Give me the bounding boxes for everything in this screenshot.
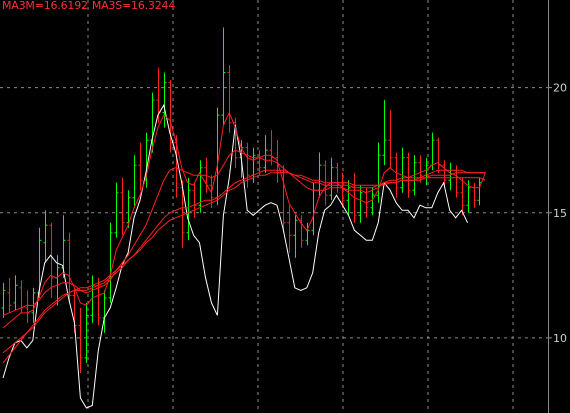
- ohlc-bar: [120, 177, 125, 236]
- ohlc-bar: [382, 100, 387, 166]
- ohlc-bar: [376, 142, 381, 203]
- ohlc-bar: [388, 110, 393, 168]
- ohlc-bar: [263, 135, 268, 173]
- ohlc-bar: [257, 150, 262, 176]
- ohlc-bar: [418, 155, 423, 183]
- ohlc-bar: [269, 130, 274, 166]
- legend: MA3M=16.6192 MA3S=16.3244: [2, 0, 179, 12]
- legend-ma3s: MA3S=16.3244: [91, 0, 176, 12]
- ohlc-bar: [406, 152, 411, 198]
- ohlc-bar: [436, 137, 441, 173]
- ohlc-bar: [221, 27, 226, 126]
- ohlc-bar: [49, 222, 54, 298]
- ohlc-bar: [192, 182, 197, 218]
- ohlc-bar: [162, 72, 167, 128]
- ohlc-bar: [448, 162, 453, 191]
- ohlc-bar: [299, 215, 304, 248]
- ohlc-bar: [168, 80, 173, 153]
- ohlc-bar: [1, 282, 6, 318]
- ohlc-bar: [126, 190, 131, 228]
- ohlc-bar: [25, 290, 30, 323]
- ohlc-bar: [329, 157, 334, 201]
- ohlc-bar: [132, 155, 137, 208]
- indicator-lines: [2, 103, 486, 409]
- ohlc-bar: [287, 205, 292, 253]
- ohlc-bar: [198, 160, 203, 213]
- ohlc-bar: [400, 147, 405, 193]
- ohlc-bar: [472, 182, 477, 208]
- ohlc-bar: [7, 277, 12, 313]
- ohlc-bar: [477, 177, 482, 206]
- ohlc-bar: [108, 222, 113, 303]
- ohlc-bar: [442, 160, 447, 188]
- ohlc-bars: [1, 27, 482, 373]
- ohlc-bar: [78, 307, 83, 373]
- ohlc-bar: [13, 275, 18, 311]
- ohlc-bar: [186, 177, 191, 241]
- grid-lines: [0, 0, 549, 413]
- ohlc-bar: [460, 177, 465, 216]
- ohlc-bar: [394, 152, 399, 198]
- indicator-line-1: [2, 111, 486, 329]
- ohlc-bar: [305, 222, 310, 246]
- ohlc-bar: [346, 180, 351, 216]
- y-tick-label: 20: [553, 82, 567, 95]
- ohlc-bar: [281, 165, 286, 233]
- ohlc-bar: [227, 65, 232, 133]
- ohlc-bar: [84, 302, 89, 363]
- indicator-line-2: [2, 149, 486, 316]
- ohlc-bar: [114, 182, 119, 238]
- ohlc-bar: [317, 152, 322, 198]
- y-tick-label: 10: [553, 332, 567, 345]
- ohlc-bar: [138, 142, 143, 191]
- legend-ma3m: MA3M=16.6192: [2, 0, 88, 12]
- ohlc-bar: [293, 215, 298, 258]
- indicator-line-4: [2, 172, 486, 364]
- y-axis: 10 15 20: [548, 82, 567, 345]
- ohlc-bar: [43, 210, 48, 263]
- ohlc-bar: [67, 232, 72, 303]
- ohlc-bar: [358, 185, 363, 223]
- y-tick-label: 15: [553, 207, 567, 220]
- ohlc-bar: [335, 162, 340, 193]
- ohlc-bar: [370, 187, 375, 216]
- indicator-line-0: [2, 103, 469, 409]
